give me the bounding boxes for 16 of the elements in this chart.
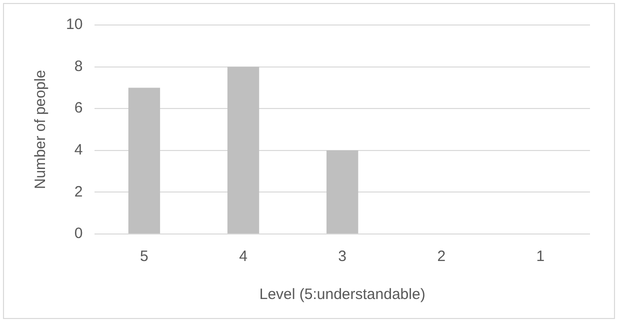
y-axis-title: Number of people: [32, 70, 50, 190]
x-tick-label: 2: [437, 248, 446, 266]
x-tick-label: 4: [239, 248, 248, 266]
y-tick-label: 8: [74, 58, 83, 75]
x-axis-title: Level (5:understandable): [259, 286, 426, 304]
y-tick-label: 6: [74, 100, 83, 117]
y-tick-label: 10: [66, 16, 83, 34]
bar: [227, 66, 260, 234]
bar: [326, 150, 358, 234]
y-tick-label: 2: [74, 183, 83, 200]
x-tick-label: 1: [536, 248, 545, 266]
bar: [128, 88, 160, 234]
x-tick-label: 3: [338, 248, 347, 266]
y-tick-label: 0: [74, 225, 83, 242]
y-tick-label: 4: [74, 142, 83, 159]
x-tick-label: 5: [140, 248, 148, 266]
